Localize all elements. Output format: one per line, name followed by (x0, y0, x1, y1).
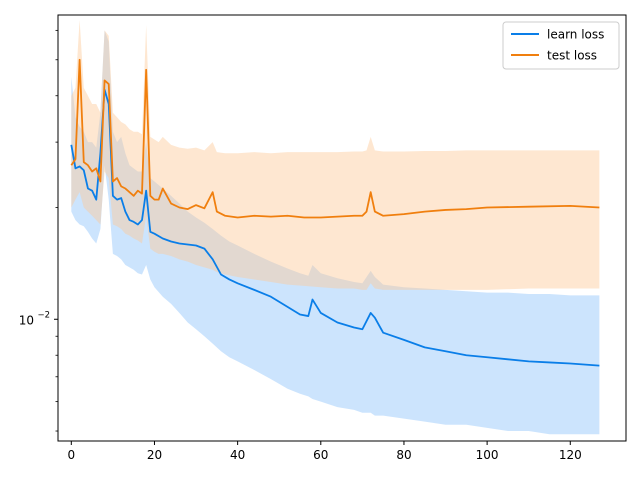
learn-loss-line (70, 88, 600, 367)
legend-label-test-loss: test loss (547, 49, 597, 63)
x-tick-label: 60 (313, 448, 328, 462)
x-axis-ticks: 0 20 40 60 80 100 120 (67, 441, 582, 462)
confidence-bands (71, 19, 600, 435)
axes-background (58, 15, 626, 441)
legend: learn loss test loss (502, 21, 620, 70)
x-tick-label: 40 (230, 448, 245, 462)
x-tick-label: 100 (476, 448, 499, 462)
learn-loss-band (71, 30, 600, 435)
test-loss-band (71, 19, 600, 290)
x-tick-label: 80 (396, 448, 411, 462)
x-tick-label: 20 (147, 448, 162, 462)
series-lines (70, 58, 600, 367)
test-loss-line (70, 58, 600, 219)
x-tick-label: 0 (67, 448, 75, 462)
y-tick-exponent: −2 (37, 310, 50, 320)
y-tick-label: 10 (19, 313, 34, 327)
x-tick-label: 120 (559, 448, 582, 462)
legend-label-learn-loss: learn loss (547, 28, 604, 42)
axes-frame (57, 14, 627, 442)
